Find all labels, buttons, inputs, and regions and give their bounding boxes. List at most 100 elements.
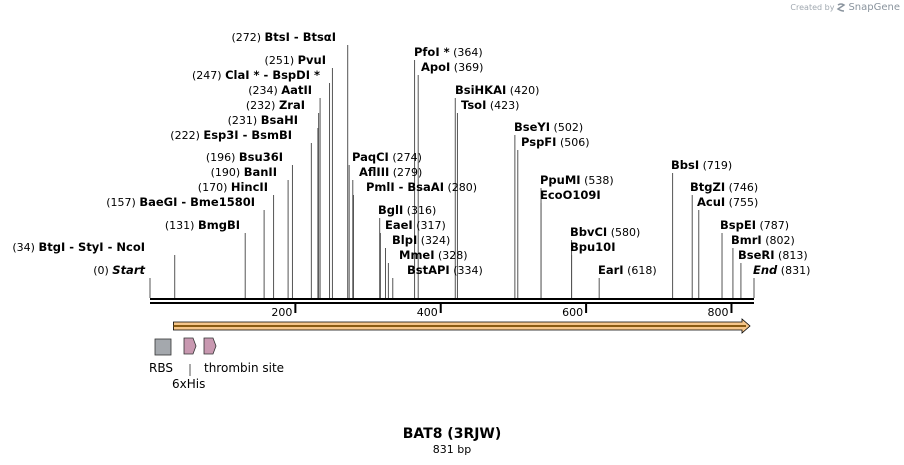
site-label[interactable]: PfoI * (364): [414, 45, 483, 59]
site-position: (423): [486, 99, 519, 112]
site-position: (196): [206, 151, 239, 164]
rbs-label: RBS: [149, 361, 173, 375]
site-label[interactable]: (131) BmgBI: [165, 218, 240, 232]
site-label[interactable]: BseYI (502): [514, 120, 583, 134]
site-label[interactable]: End (831): [753, 263, 810, 277]
site-position: (538): [581, 174, 614, 187]
site-label[interactable]: EcoO109I: [540, 188, 601, 202]
site-position: (247): [192, 69, 225, 82]
enzyme-name: NcoI: [116, 240, 145, 254]
site-position: (831): [777, 264, 810, 277]
site-label[interactable]: PspFI (506): [521, 135, 590, 149]
site-label[interactable]: (232) ZraI: [246, 98, 305, 112]
his-tag-feature[interactable]: [183, 337, 197, 355]
enzyme-name: BtgZI: [690, 180, 725, 194]
site-text: BsiHKAI (420): [455, 83, 539, 97]
enzyme-name: Bme1580I: [190, 195, 255, 209]
site-label[interactable]: TsoI (423): [461, 98, 519, 112]
enzyme-name: PpuMI: [540, 173, 581, 187]
site-label[interactable]: (234) AatII: [248, 83, 312, 97]
enzyme-name: BglI: [378, 203, 403, 217]
site-label[interactable]: BtgZI (746): [690, 180, 758, 194]
enzyme-name: PvuI: [298, 53, 326, 67]
site-position: (328): [435, 249, 468, 262]
enzyme-name: PmlI: [366, 180, 395, 194]
site-label[interactable]: PpuMI (538): [540, 173, 614, 187]
site-label[interactable]: PmlI - BsaAI (280): [366, 180, 477, 194]
site-label[interactable]: (34) BtgI - StyI - NcoI: [12, 240, 145, 254]
site-label[interactable]: (251) PvuI: [265, 53, 326, 67]
site-label[interactable]: BmrI (802): [731, 233, 795, 247]
site-text: BlpI (324): [392, 233, 450, 247]
backbone: [150, 298, 754, 304]
enzyme-name: Bpu10I: [570, 240, 615, 254]
site-position: (580): [607, 226, 640, 239]
site-label[interactable]: (170) HincII: [198, 180, 268, 194]
site-label[interactable]: BspEI (787): [720, 218, 789, 232]
site-text: (190) BanII: [211, 165, 277, 179]
site-text: (0) Start: [93, 263, 145, 277]
site-position: (364): [450, 46, 483, 59]
site-label[interactable]: (272) BtsI - BtsαI: [231, 30, 336, 44]
site-label[interactable]: BglI (316): [378, 203, 436, 217]
site-label[interactable]: AcuI (755): [697, 195, 758, 209]
tick-mark: [294, 304, 297, 313]
site-text: BbvCI (580): [570, 225, 640, 239]
site-label[interactable]: AflIII (279): [359, 165, 422, 179]
site-position: (334): [450, 264, 483, 277]
leader-lines: [149, 45, 755, 298]
site-label[interactable]: ApoI (369): [421, 60, 483, 74]
site-label[interactable]: PaqCI (274): [352, 150, 422, 164]
site-text: EaeI (317): [385, 218, 446, 232]
site-position: (251): [265, 54, 298, 67]
site-position: (0): [93, 264, 112, 277]
site-label[interactable]: BbsI (719): [671, 158, 732, 172]
backbone-bottom-strand: [150, 302, 754, 304]
site-label[interactable]: (157) BaeGI - Bme1580I: [106, 195, 255, 209]
enzyme-name: BbvCI: [570, 225, 607, 239]
site-position: (280): [444, 181, 477, 194]
site-labels: (34) BtgI - StyI - NcoI (0) Start (131) Bm…: [12, 30, 810, 277]
site-label[interactable]: BbvCI (580): [570, 225, 640, 239]
enzyme-name: BstAPI: [407, 263, 450, 277]
site-label[interactable]: (190) BanII: [211, 165, 277, 179]
site-label[interactable]: MmeI (328): [399, 248, 468, 262]
site-position: (316): [403, 204, 436, 217]
site-label[interactable]: (231) BsaHI: [228, 113, 298, 127]
site-label[interactable]: BstAPI (334): [407, 263, 483, 277]
site-label[interactable]: (0) Start: [93, 263, 145, 277]
site-text: BseRI (813): [738, 248, 808, 262]
enzyme-name: Start: [112, 263, 145, 277]
enzyme-name: BsiHKAI: [455, 83, 506, 97]
enzyme-name: BtsαI: [303, 30, 336, 44]
site-label[interactable]: EarI (618): [598, 263, 657, 277]
enzyme-name: AflIII: [359, 165, 389, 179]
site-text: PfoI * (364): [414, 45, 483, 59]
site-label[interactable]: EaeI (317): [385, 218, 446, 232]
thrombin-feature[interactable]: [203, 337, 217, 355]
enzyme-name: HincII: [231, 180, 268, 194]
site-position: (324): [417, 234, 450, 247]
enzyme-name: BsaHI: [261, 113, 298, 127]
site-position: (755): [725, 196, 758, 209]
site-label[interactable]: (247) ClaI * - BspDI *: [192, 68, 320, 82]
site-text: (234) AatII: [248, 83, 312, 97]
site-label[interactable]: BlpI (324): [392, 233, 450, 247]
site-position: (369): [450, 61, 483, 74]
watermark-prefix: Created by: [790, 3, 835, 12]
snapgene-logo-icon: [837, 2, 846, 12]
rbs-feature[interactable]: [154, 338, 172, 356]
site-text: BbsI (719): [671, 158, 732, 172]
site-label[interactable]: (196) Bsu36I: [206, 150, 283, 164]
site-text: (222) Esp3I - BsmBI: [170, 128, 292, 142]
site-label[interactable]: (222) Esp3I - BsmBI: [170, 128, 292, 142]
enzyme-name: BtsI: [265, 30, 290, 44]
site-label[interactable]: BsiHKAI (420): [455, 83, 539, 97]
site-position: (279): [389, 166, 422, 179]
site-text: PmlI - BsaAI (280): [366, 180, 477, 194]
site-text: ApoI (369): [421, 60, 483, 74]
site-label[interactable]: Bpu10I: [570, 240, 615, 254]
site-position: (317): [413, 219, 446, 232]
enzyme-name: BspEI: [720, 218, 756, 232]
site-label[interactable]: BseRI (813): [738, 248, 808, 262]
